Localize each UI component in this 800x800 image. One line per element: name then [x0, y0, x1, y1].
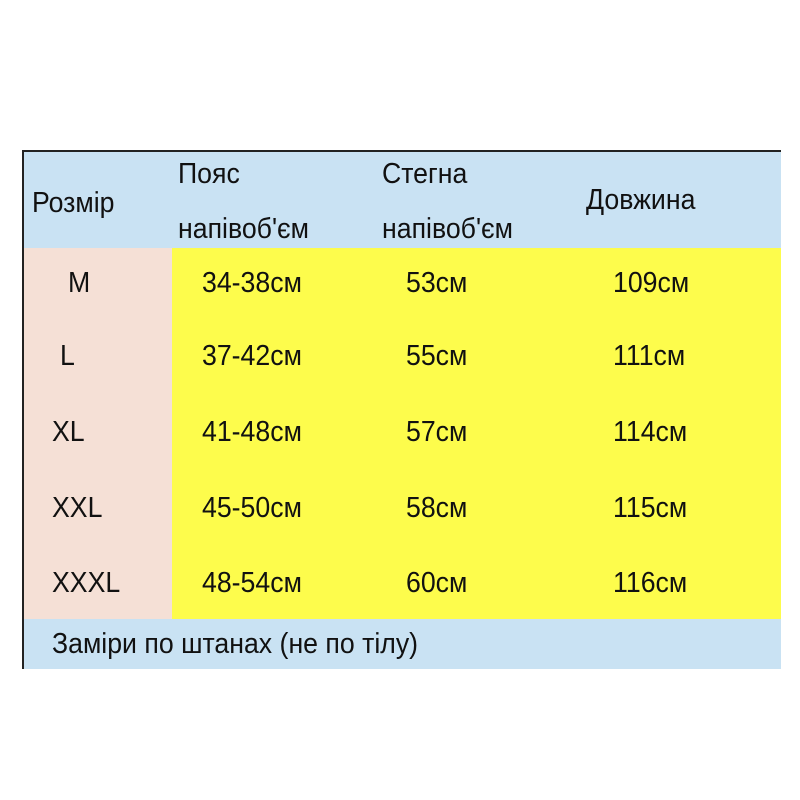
- cell-value: 53см: [406, 266, 468, 299]
- cell-hips: 55см: [376, 318, 582, 396]
- cell-waist: 48-54см: [172, 547, 378, 621]
- cell-waist: 37-42см: [172, 318, 378, 396]
- header-label: Розмір: [32, 186, 115, 219]
- cell-length: 116см: [580, 547, 781, 621]
- header-line: Стегна: [382, 158, 468, 190]
- cell-value: 60см: [406, 566, 468, 599]
- header-hips: Стегна напівоб'єм: [376, 152, 582, 250]
- cell-value: 115см: [613, 492, 688, 524]
- cell-waist: 34-38см: [172, 248, 378, 320]
- cell-hips: 53см: [376, 248, 582, 320]
- cell-value: 34-38см: [202, 266, 302, 299]
- header-waist: Пояс напівоб'єм: [172, 152, 378, 250]
- cell-value: 109см: [613, 266, 690, 299]
- header-line: напівоб'єм: [382, 213, 513, 245]
- size-chart-table: Розмір Пояс напівоб'єм Стегна напівоб'єм Довж…: [22, 150, 781, 669]
- cell-size: M: [24, 248, 174, 320]
- cell-value: XXL: [52, 492, 103, 524]
- cell-value: 111см: [613, 339, 686, 372]
- cell-value: 57см: [406, 415, 468, 448]
- footer-note: Заміри по штанах (не по тілу): [24, 619, 582, 669]
- cell-hips: 58см: [376, 470, 582, 549]
- cell-value: 48-54см: [202, 566, 302, 599]
- footer-empty-cell: [580, 619, 781, 669]
- cell-waist: 41-48см: [172, 394, 378, 472]
- cell-value: 116см: [613, 566, 688, 599]
- cell-value: 45-50см: [202, 492, 302, 524]
- cell-value: 114см: [613, 415, 688, 448]
- cell-value: 55см: [406, 339, 468, 372]
- cell-size: XXL: [24, 470, 174, 549]
- cell-hips: 57см: [376, 394, 582, 472]
- cell-value: XXXL: [52, 566, 121, 599]
- header-length: Довжина: [580, 152, 781, 250]
- header-line: напівоб'єм: [178, 213, 309, 245]
- cell-hips: 60см: [376, 547, 582, 621]
- cell-size: XL: [24, 394, 174, 472]
- header-line: Пояс: [178, 158, 240, 190]
- cell-value: M: [68, 266, 91, 299]
- cell-value: L: [60, 339, 75, 372]
- header-size: Розмір: [24, 152, 174, 250]
- footer-note-text: Заміри по штанах (не по тілу): [52, 627, 419, 660]
- cell-length: 109см: [580, 248, 781, 320]
- cell-value: 58см: [406, 492, 468, 524]
- cell-size: L: [24, 318, 174, 396]
- cell-value: XL: [52, 415, 85, 448]
- cell-length: 115см: [580, 470, 781, 549]
- cell-size: XXXL: [24, 547, 174, 621]
- header-label: Довжина: [586, 183, 696, 216]
- cell-length: 114см: [580, 394, 781, 472]
- cell-value: 37-42см: [202, 339, 302, 372]
- cell-length: 111см: [580, 318, 781, 396]
- cell-value: 41-48см: [202, 415, 302, 448]
- cell-waist: 45-50см: [172, 470, 378, 549]
